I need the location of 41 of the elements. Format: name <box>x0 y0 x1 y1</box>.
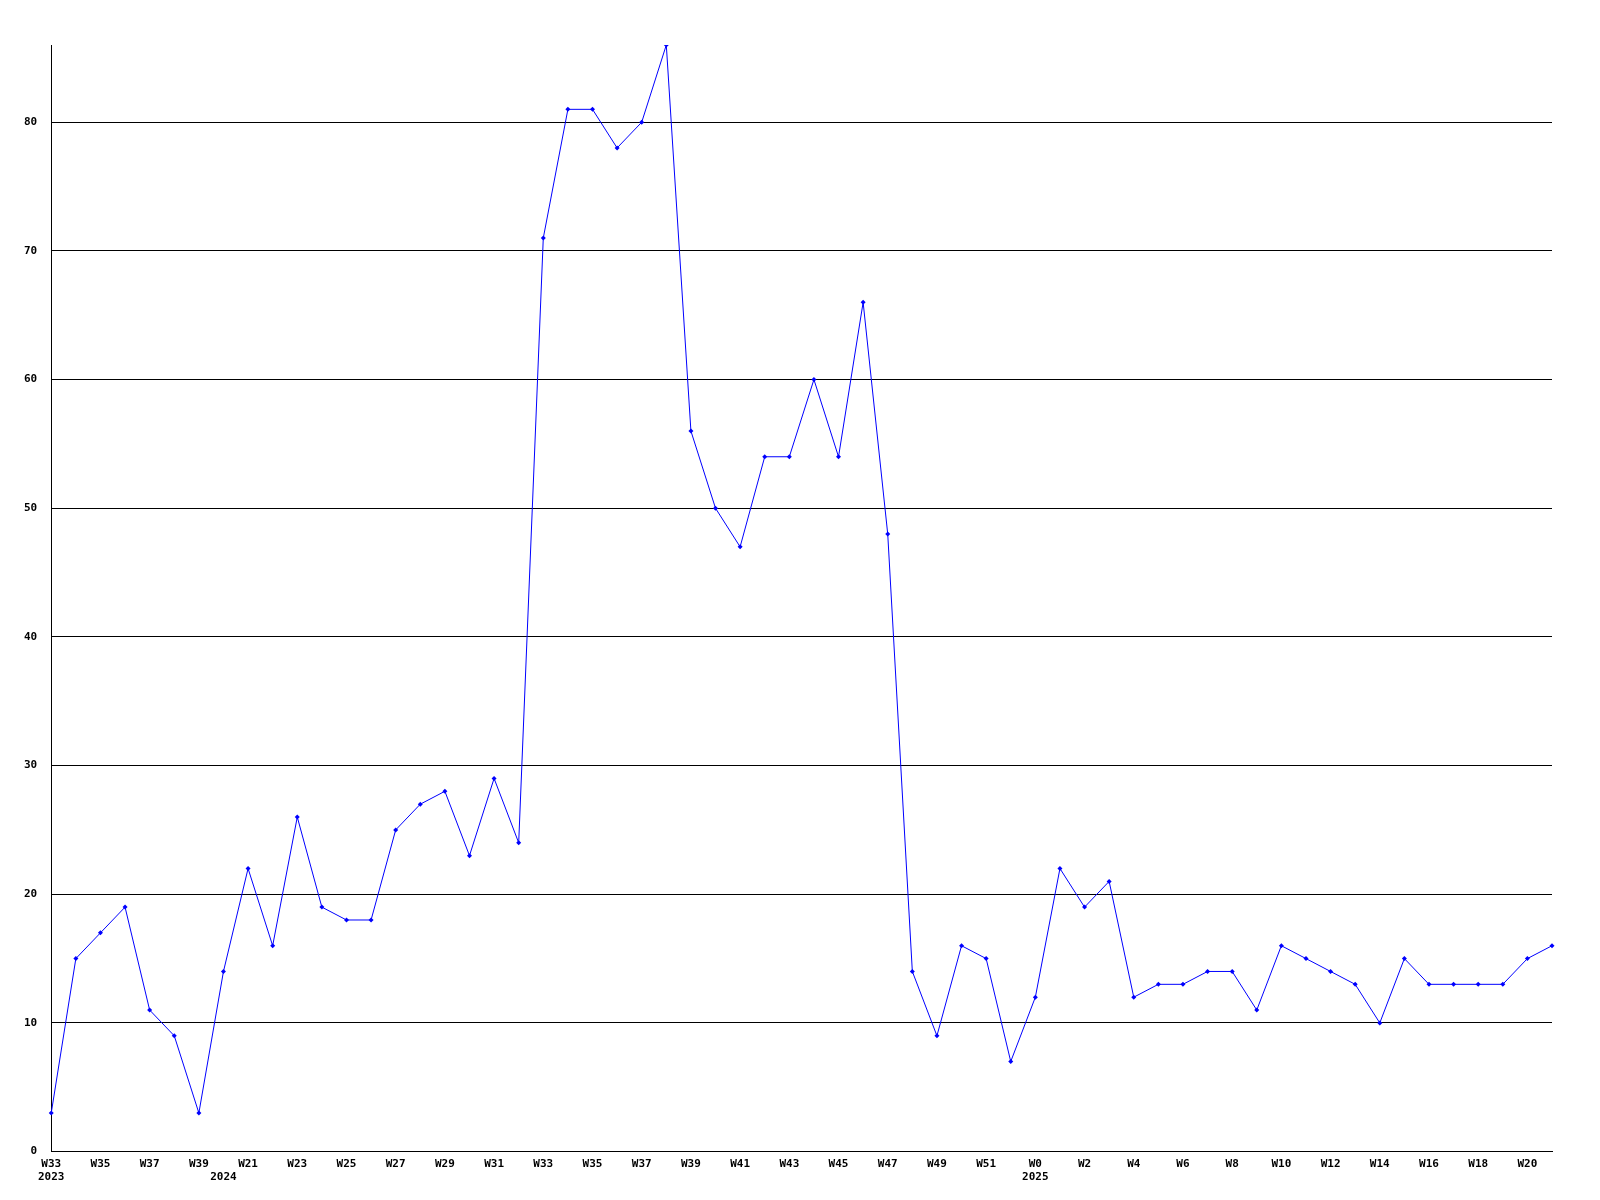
x-tick-label: W16 <box>1419 1157 1440 1171</box>
x-tick-label: W20 <box>1517 1157 1538 1171</box>
x-tick-label: W8 <box>1225 1157 1239 1171</box>
x-tick-label: W33 2023 <box>38 1157 65 1184</box>
x-tick-label: W25 <box>336 1157 357 1171</box>
y-tick-label: 40 <box>24 629 38 643</box>
y-tick-label: 30 <box>24 758 38 772</box>
x-tick-label: W45 <box>828 1157 849 1171</box>
x-tick-label: W51 <box>976 1157 997 1171</box>
y-tick-label: 10 <box>24 1015 38 1029</box>
x-tick-label: W27 <box>385 1157 406 1171</box>
y-tick-label: 60 <box>24 372 38 386</box>
x-tick-label: W0 2025 <box>1022 1157 1049 1184</box>
y-tick-label: 0 <box>30 1144 38 1158</box>
x-tick-label: W39 <box>188 1157 209 1171</box>
x-tick-label: W10 <box>1271 1157 1292 1171</box>
x-tick-label: W35 <box>90 1157 111 1171</box>
x-tick-label: W4 <box>1127 1157 1141 1171</box>
x-tick-label: W37 <box>139 1157 160 1171</box>
x-tick-label: W2 <box>1077 1157 1092 1171</box>
y-tick-label: 70 <box>24 243 38 257</box>
x-tick-label: W23 <box>287 1157 308 1171</box>
y-tick-label: 80 <box>24 115 38 129</box>
x-tick-label: W39 <box>680 1157 701 1171</box>
x-tick-label: W6 <box>1176 1157 1190 1171</box>
x-tick-label: W41 <box>730 1157 751 1171</box>
x-tick-label: W29 <box>434 1157 455 1171</box>
x-tick-label: W35 <box>582 1157 603 1171</box>
x-tick-label: W18 <box>1468 1157 1489 1171</box>
x-tick-label: W31 <box>484 1157 505 1171</box>
x-tick-label: W12 <box>1320 1157 1341 1171</box>
x-tick-label: W33 <box>533 1157 554 1171</box>
x-tick-label: W37 <box>631 1157 652 1171</box>
x-tick-label: 2024 <box>210 1170 238 1184</box>
x-tick-label: W43 <box>779 1157 800 1171</box>
y-tick-label: 20 <box>24 887 38 901</box>
x-tick-label: W47 <box>877 1157 898 1171</box>
x-tick-label: W49 <box>927 1157 947 1171</box>
x-tick-label: W14 <box>1369 1157 1391 1171</box>
x-tick-label: W21 <box>238 1157 259 1171</box>
y-tick-label: 50 <box>24 501 38 515</box>
